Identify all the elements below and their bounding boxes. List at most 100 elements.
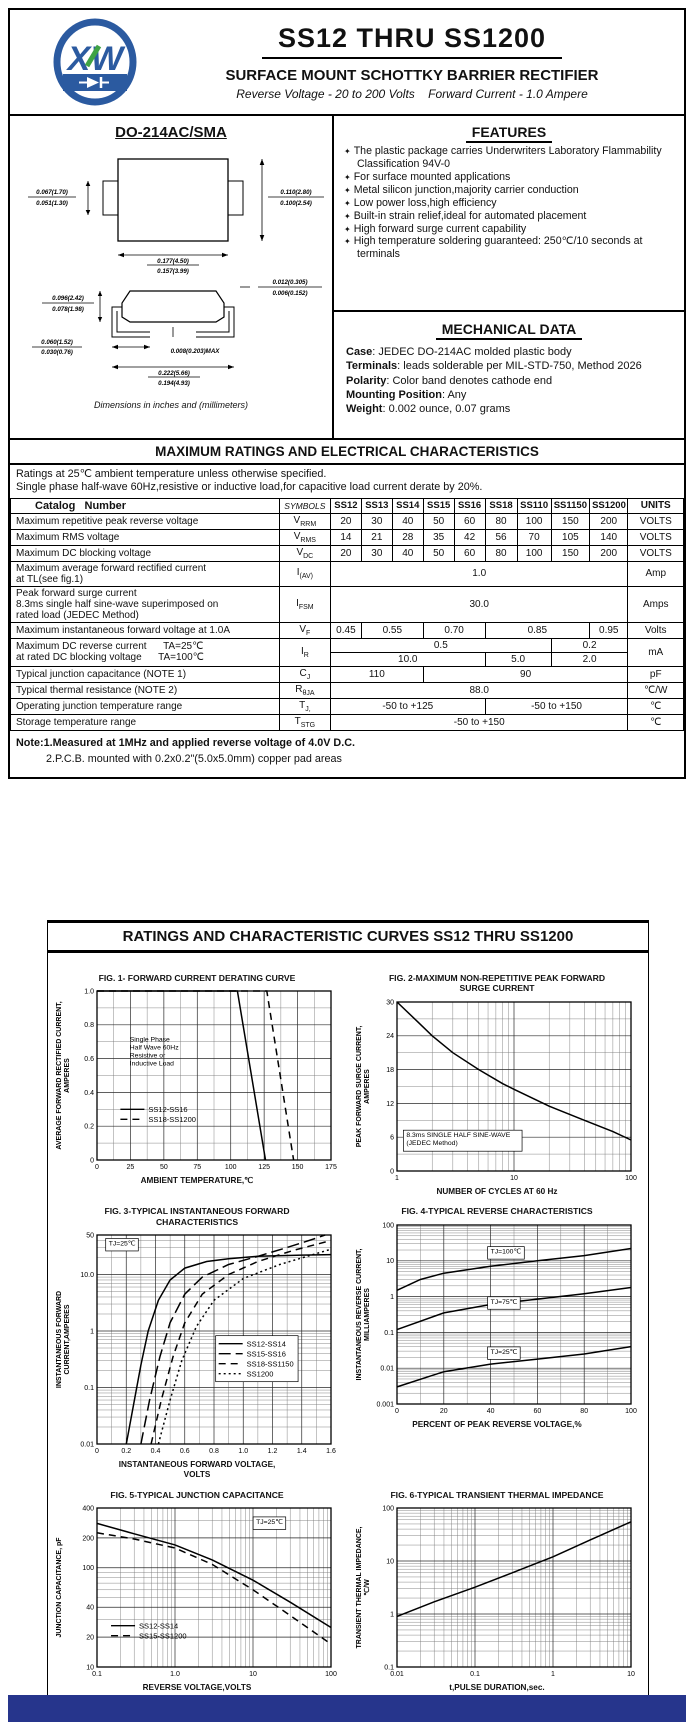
fig1-ylabel: AVERAGE FORWARD RECTIFIED CURRENT,AMPERE… — [56, 1002, 71, 1150]
curve-SS12-SS16 — [97, 990, 267, 1161]
svg-text:200: 200 — [82, 1535, 94, 1542]
svg-text:X: X — [66, 40, 93, 78]
table-row: Typical junction capacitance (NOTE 1) CJ 1… — [10, 665, 684, 683]
table-row: Maximum DC reverse current TA=25℃ at rat… — [10, 637, 684, 667]
svg-text:0: 0 — [95, 1164, 99, 1171]
table-cell: 100 — [516, 512, 552, 530]
table-cell: 90 — [422, 665, 629, 683]
minor-gridlines — [97, 1508, 331, 1668]
figure-5: FIG. 5-TYPICAL JUNCTION CAPACITANCE 0.1 1.… — [51, 1490, 343, 1693]
annotation: TJ=25℃ — [105, 1238, 139, 1252]
feature-item: ✦ Low power loss,high efficiency — [344, 196, 497, 209]
table-cell: 105 — [550, 528, 591, 546]
table-cell: VOLTS — [627, 544, 684, 562]
table-header-cell: SS18 — [484, 497, 518, 514]
svg-text:SS12-SS16: SS12-SS16 — [148, 1105, 187, 1114]
table-cell: 56 — [484, 528, 518, 546]
fig1-plot: 0 25 50 75 100 125 150 175 1.0 0.8 0.6 0.4 0.2 0 AVERA… — [56, 989, 337, 1172]
svg-text:10: 10 — [386, 1558, 394, 1565]
svg-text:0.078(1.98): 0.078(1.98) — [52, 306, 84, 313]
note-line-1: Note:1.Measured at 1MHz and applied reve… — [16, 736, 356, 749]
table-cell: CJ — [278, 665, 331, 683]
table-cell: 50 — [422, 544, 455, 562]
table-cell: 50 — [422, 512, 455, 530]
svg-text:0: 0 — [390, 1168, 394, 1175]
annotation: TJ=25℃ — [487, 1346, 521, 1360]
table-row: Typical thermal resistance (NOTE 2) RθJA 8… — [10, 681, 684, 699]
svg-text:W: W — [91, 40, 126, 78]
svg-text:1.2: 1.2 — [268, 1448, 278, 1455]
table-cell: Operating junction temperature range — [10, 697, 280, 715]
table-cell: 70 — [516, 528, 552, 546]
svg-text:1.4: 1.4 — [297, 1448, 307, 1455]
svg-text:100: 100 — [625, 1175, 637, 1182]
table-cell: 88.0 — [329, 681, 629, 699]
fig2-xlabel: NUMBER OF CYCLES AT 60 Hz — [436, 1186, 558, 1196]
fig3-xlabel: INSTANTANEOUS FORWARD VOLTAGE, VOLTS — [118, 1460, 276, 1479]
table-header-cell: SS13 — [360, 497, 393, 514]
svg-text:0.2: 0.2 — [121, 1448, 131, 1455]
svg-text:18: 18 — [386, 1067, 394, 1074]
minor-gridlines — [397, 1508, 631, 1668]
table-cell: VOLTS — [627, 528, 684, 546]
table-cell: 140 — [589, 528, 629, 546]
table-header-cell: UNITS — [627, 497, 684, 514]
table-header-cell: SYMBOLS — [278, 497, 331, 514]
svg-text:0.1: 0.1 — [384, 1664, 394, 1671]
series-curves — [125, 1234, 332, 1445]
condition-line: Single phase half-wave 60Hz,resistive or… — [16, 481, 483, 494]
svg-text:10: 10 — [510, 1175, 518, 1182]
tick-labels: 0 0.2 0.4 0.6 0.8 1.0 1.2 1.4 1.6 50 10.0 1 0.1 0.01 — [80, 1232, 336, 1455]
table-cell: IFSM — [278, 585, 331, 623]
table-header-cell: SS12 — [329, 497, 362, 514]
svg-text:0: 0 — [95, 1448, 99, 1455]
features-heading: FEATURES — [344, 124, 674, 143]
svg-text:175: 175 — [325, 1164, 337, 1171]
table-cell: 28 — [391, 528, 424, 546]
feature-item: ✦ High forward surge current capability — [344, 222, 527, 235]
svg-text:10.0: 10.0 — [80, 1272, 94, 1279]
figure-2: FIG. 2-MAXIMUM NON-REPETITIVE PEAK FORWA… — [351, 973, 643, 1196]
curve — [396, 1345, 632, 1388]
series-curves — [97, 990, 295, 1161]
table-cell: Typical junction capacitance (NOTE 1) — [10, 665, 280, 683]
footer-bar — [8, 1695, 686, 1722]
svg-text:50: 50 — [160, 1164, 168, 1171]
svg-text:SS15-SS16: SS15-SS16 — [247, 1349, 286, 1358]
svg-text:30: 30 — [386, 999, 394, 1006]
table-row: Maximum average forward rectified curren… — [10, 560, 684, 587]
svg-text:SS1200: SS1200 — [247, 1369, 274, 1378]
table-cell: 30.0 — [329, 585, 629, 623]
diamond-bullet-icon: ✦ — [344, 172, 351, 182]
table-cell: 40 — [391, 512, 424, 530]
svg-text:0.4: 0.4 — [151, 1448, 161, 1455]
svg-text:0.157(3.99): 0.157(3.99) — [157, 268, 189, 275]
table-cell: Amp — [627, 560, 684, 587]
fig4-plot: 0 20 40 60 80 100 100 10 1 0.1 0.01 0.001 INSTANTANE… — [356, 1222, 637, 1415]
table-row: Maximum repetitive peak reverse voltage V… — [10, 512, 684, 530]
svg-text:0.6: 0.6 — [180, 1448, 190, 1455]
svg-text:10: 10 — [627, 1671, 635, 1678]
table-cell: 100 — [516, 544, 552, 562]
features-list: ✦ The plastic package carries Underwriter… — [344, 145, 674, 261]
annotation: TJ=25℃ — [252, 1516, 287, 1530]
package-drawing: 0.067(1.70) 0.051(1.30) 0.110(2.80) 0.10… — [28, 158, 324, 387]
svg-text:40: 40 — [487, 1408, 495, 1415]
feature-item: ✦ The plastic package carries Underwriter… — [344, 145, 662, 170]
svg-text:0.8: 0.8 — [209, 1448, 219, 1455]
diamond-bullet-icon: ✦ — [344, 211, 351, 221]
svg-text:60: 60 — [534, 1408, 542, 1415]
svg-text:1.6: 1.6 — [326, 1448, 336, 1455]
table-cell: 0.2 — [550, 637, 629, 653]
page2-box: RATINGS AND CHARACTERISTIC CURVES SS12 T… — [47, 920, 649, 1722]
right-column: FEATURES ✦ The plastic package carries Un… — [334, 116, 684, 438]
annotation: TJ=75℃ — [487, 1296, 521, 1310]
ratings-heading: MAXIMUM RATINGS AND ELECTRICAL CHARACTER… — [10, 438, 684, 465]
svg-text:0.6: 0.6 — [84, 1056, 94, 1063]
table-cell: -50 to +150 — [484, 697, 629, 715]
feature-item: ✦ High temperature soldering guaranteed: … — [344, 235, 643, 261]
table-cell: -50 to +150 — [329, 713, 629, 731]
